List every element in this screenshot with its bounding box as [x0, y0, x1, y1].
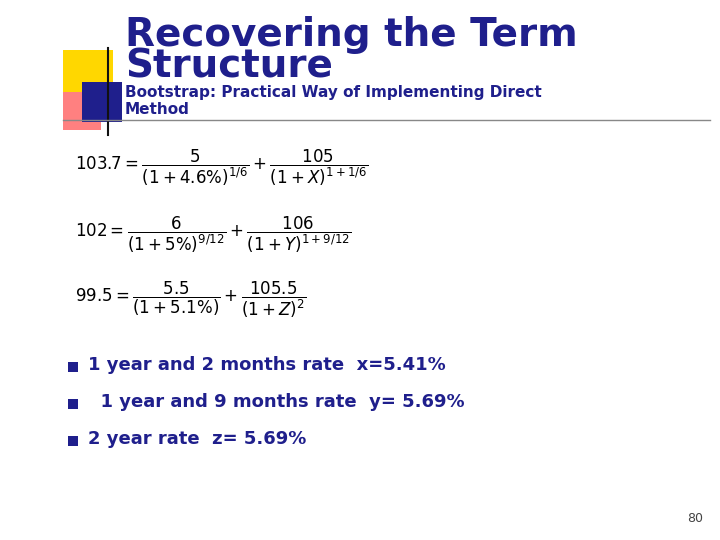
Text: Recovering the Term: Recovering the Term [125, 16, 577, 54]
Text: Method: Method [125, 102, 190, 117]
Text: $99.5 = \dfrac{5.5}{(1+5.1\%)} + \dfrac{105.5}{(1+Z)^{2}}$: $99.5 = \dfrac{5.5}{(1+5.1\%)} + \dfrac{… [75, 280, 307, 320]
Bar [63, 50, 113, 100]
Bar [68, 399, 78, 409]
Text: $102 = \dfrac{6}{(1+5\%)^{9/12}} + \dfrac{106}{(1+Y)^{1+9/12}}$: $102 = \dfrac{6}{(1+5\%)^{9/12}} + \dfra… [75, 215, 351, 255]
Text: 80: 80 [687, 512, 703, 525]
Text: Structure: Structure [125, 48, 333, 86]
Text: $103.7 = \dfrac{5}{(1+4.6\%)^{1/6}} + \dfrac{105}{(1+X)^{1+1/6}}$: $103.7 = \dfrac{5}{(1+4.6\%)^{1/6}} + \d… [75, 148, 369, 188]
Text: 1 year and 2 months rate  x=5.41%: 1 year and 2 months rate x=5.41% [88, 356, 446, 374]
Bar [68, 362, 78, 372]
Text: Bootstrap: Practical Way of Implementing Direct: Bootstrap: Practical Way of Implementing… [125, 85, 541, 100]
Text: 1 year and 9 months rate  y= 5.69%: 1 year and 9 months rate y= 5.69% [88, 393, 464, 411]
Bar [68, 436, 78, 446]
Bar [82, 82, 122, 122]
Bar [63, 92, 101, 130]
Text: 2 year rate  z= 5.69%: 2 year rate z= 5.69% [88, 430, 307, 448]
